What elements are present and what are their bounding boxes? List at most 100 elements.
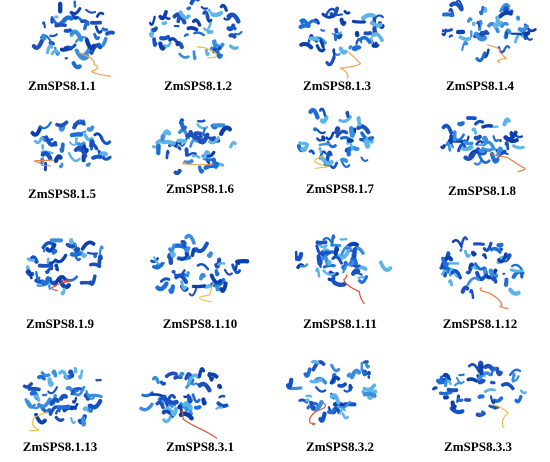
strand [442, 12, 455, 18]
strand [308, 107, 320, 120]
strand [152, 261, 165, 270]
strand [461, 40, 469, 51]
strand [141, 391, 154, 398]
strand [182, 401, 193, 411]
strand [186, 26, 199, 32]
strand [161, 21, 168, 26]
strand [456, 397, 464, 402]
strand [26, 257, 36, 262]
strand [510, 263, 524, 272]
strand [508, 287, 521, 296]
strand [37, 397, 52, 409]
strand [41, 33, 47, 41]
strand [520, 270, 524, 279]
strand [155, 281, 169, 292]
tail [199, 282, 215, 303]
strand [188, 287, 198, 297]
strand [73, 385, 86, 397]
strand [466, 276, 480, 286]
strand [59, 142, 65, 153]
strand [199, 127, 206, 136]
strand [371, 41, 378, 48]
strand [158, 10, 168, 21]
strand [197, 367, 206, 379]
strand [192, 50, 197, 61]
strand [101, 27, 109, 32]
protein-structure [22, 366, 103, 432]
strand [461, 144, 474, 152]
strand [520, 30, 531, 37]
strand [69, 251, 82, 257]
strand [369, 20, 383, 28]
strand [178, 371, 185, 378]
strand [65, 242, 76, 249]
protein-structure [439, 236, 525, 310]
strand [91, 154, 103, 160]
strand [299, 18, 310, 27]
strand [325, 131, 335, 141]
strand [481, 146, 493, 152]
strand [441, 256, 449, 268]
strand [354, 45, 362, 52]
protein-structure [298, 6, 385, 79]
strand [356, 116, 362, 127]
strand [67, 151, 81, 163]
strand [168, 37, 180, 46]
strand [80, 416, 87, 427]
strand [441, 375, 448, 381]
strand [503, 277, 509, 287]
strand [296, 263, 305, 270]
strand [446, 379, 452, 386]
strand [183, 159, 194, 165]
strand [229, 141, 237, 149]
strand [163, 406, 173, 413]
protein-structure [296, 107, 375, 170]
strand [205, 150, 216, 158]
tail [491, 152, 526, 173]
strand [41, 241, 55, 250]
strand [49, 33, 58, 38]
strand [99, 135, 112, 145]
label: ZmSPS8.1.5 [28, 186, 96, 201]
strand [216, 383, 223, 390]
tail [338, 51, 362, 79]
strand [161, 139, 176, 146]
strand [357, 276, 366, 280]
strand [318, 411, 327, 423]
strand [209, 273, 223, 285]
strand [53, 154, 63, 164]
strand [40, 151, 53, 161]
strand [94, 25, 103, 34]
strand [165, 149, 170, 160]
strand [197, 381, 212, 393]
strand [352, 145, 360, 152]
strand [88, 398, 103, 410]
strand [174, 273, 189, 284]
strand [359, 35, 372, 44]
protein-structure [150, 233, 250, 303]
tail [50, 280, 72, 292]
strand [78, 369, 84, 380]
strand [316, 137, 323, 142]
strand [309, 377, 323, 384]
strand [191, 18, 202, 27]
strand [58, 393, 68, 401]
strand [467, 363, 481, 373]
strand [298, 141, 308, 145]
strand [49, 151, 54, 155]
strand [158, 41, 166, 51]
strand [42, 393, 48, 397]
strand [186, 373, 201, 385]
strand [459, 248, 463, 252]
strand [164, 371, 178, 379]
strand [441, 123, 454, 135]
strand [58, 162, 64, 169]
tail [479, 287, 509, 310]
strand [235, 258, 250, 264]
protein-structure [441, 0, 537, 64]
strand [159, 34, 171, 41]
strand [58, 369, 69, 381]
strand [321, 12, 335, 19]
strand [98, 245, 104, 255]
strand [86, 125, 95, 132]
